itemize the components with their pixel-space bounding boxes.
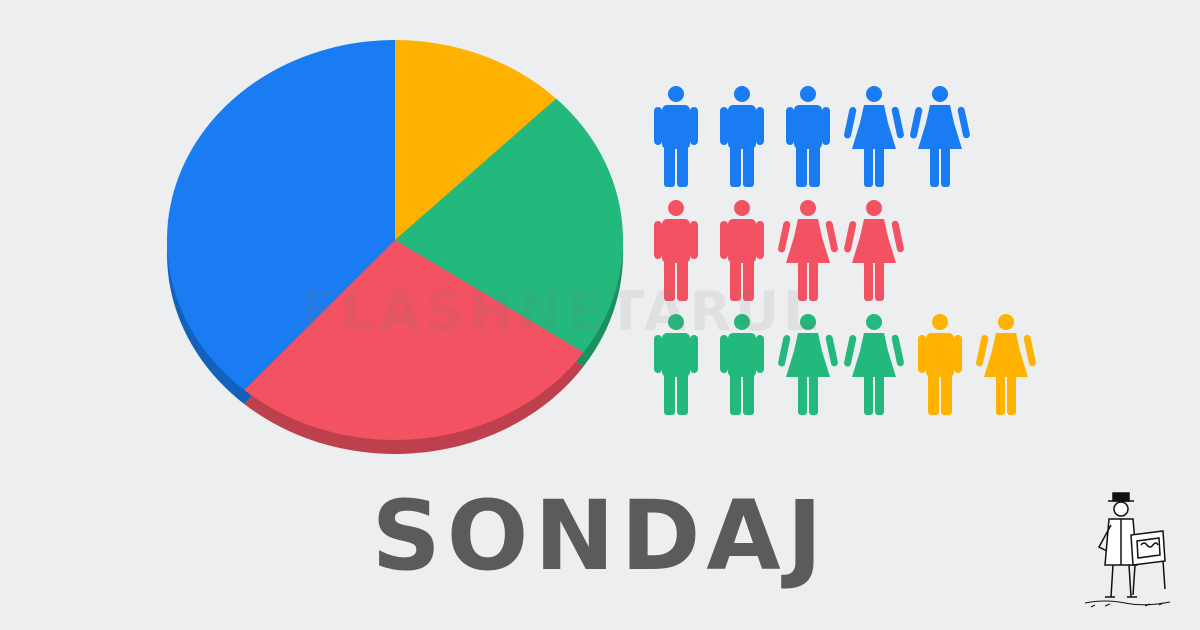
male-person-icon <box>720 86 764 187</box>
pie-slice <box>395 40 557 240</box>
pie-chart <box>166 40 623 455</box>
female-person-icon <box>910 86 970 187</box>
male-person-icon <box>654 86 698 187</box>
male-person-icon <box>720 200 764 301</box>
female-person-icon <box>844 200 904 301</box>
female-person-icon <box>778 314 838 415</box>
male-person-icon <box>720 314 764 415</box>
male-person-icon <box>786 86 830 187</box>
male-person-icon <box>654 314 698 415</box>
male-person-icon <box>918 314 962 415</box>
female-person-icon <box>844 314 904 415</box>
people-icons-grid <box>654 86 1036 415</box>
female-person-icon <box>976 314 1036 415</box>
pie-slice <box>167 40 395 391</box>
page-title: SONDAJ <box>371 480 829 592</box>
female-person-icon <box>778 200 838 301</box>
pie-slice <box>244 240 584 440</box>
female-person-icon <box>844 86 904 187</box>
male-person-icon <box>654 200 698 301</box>
watermark-text: FLASHNETARUL <box>300 280 822 343</box>
pie-slice <box>395 98 623 353</box>
organ-grinder-icon <box>1084 492 1171 608</box>
